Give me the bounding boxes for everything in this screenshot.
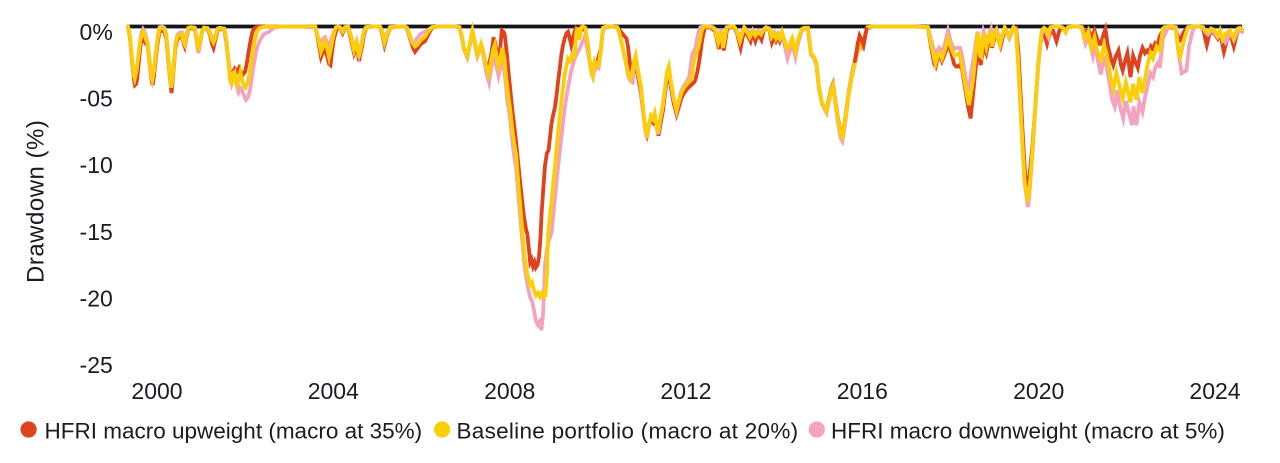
svg-text:0%: 0% — [80, 19, 113, 45]
svg-text:-25: -25 — [80, 352, 113, 378]
svg-text:Drawdown (%): Drawdown (%) — [23, 120, 50, 283]
svg-text:HFRI macro upweight (macro at: HFRI macro upweight (macro at 35%) — [45, 419, 423, 444]
svg-text:2000: 2000 — [131, 378, 182, 404]
svg-text:2024: 2024 — [1189, 378, 1240, 404]
svg-text:2020: 2020 — [1013, 378, 1064, 404]
svg-text:2008: 2008 — [484, 378, 535, 404]
svg-text:-10: -10 — [80, 152, 113, 178]
svg-text:2004: 2004 — [308, 378, 359, 404]
svg-text:2012: 2012 — [660, 378, 711, 404]
svg-text:2016: 2016 — [837, 378, 888, 404]
svg-text:-05: -05 — [80, 86, 113, 112]
svg-text:-15: -15 — [80, 219, 113, 245]
svg-text:Baseline portfolio (macro at 2: Baseline portfolio (macro at 20%) — [457, 419, 799, 444]
svg-text:HFRI macro downweight (macro a: HFRI macro downweight (macro at 5%) — [831, 419, 1225, 444]
svg-text:-20: -20 — [80, 285, 113, 311]
